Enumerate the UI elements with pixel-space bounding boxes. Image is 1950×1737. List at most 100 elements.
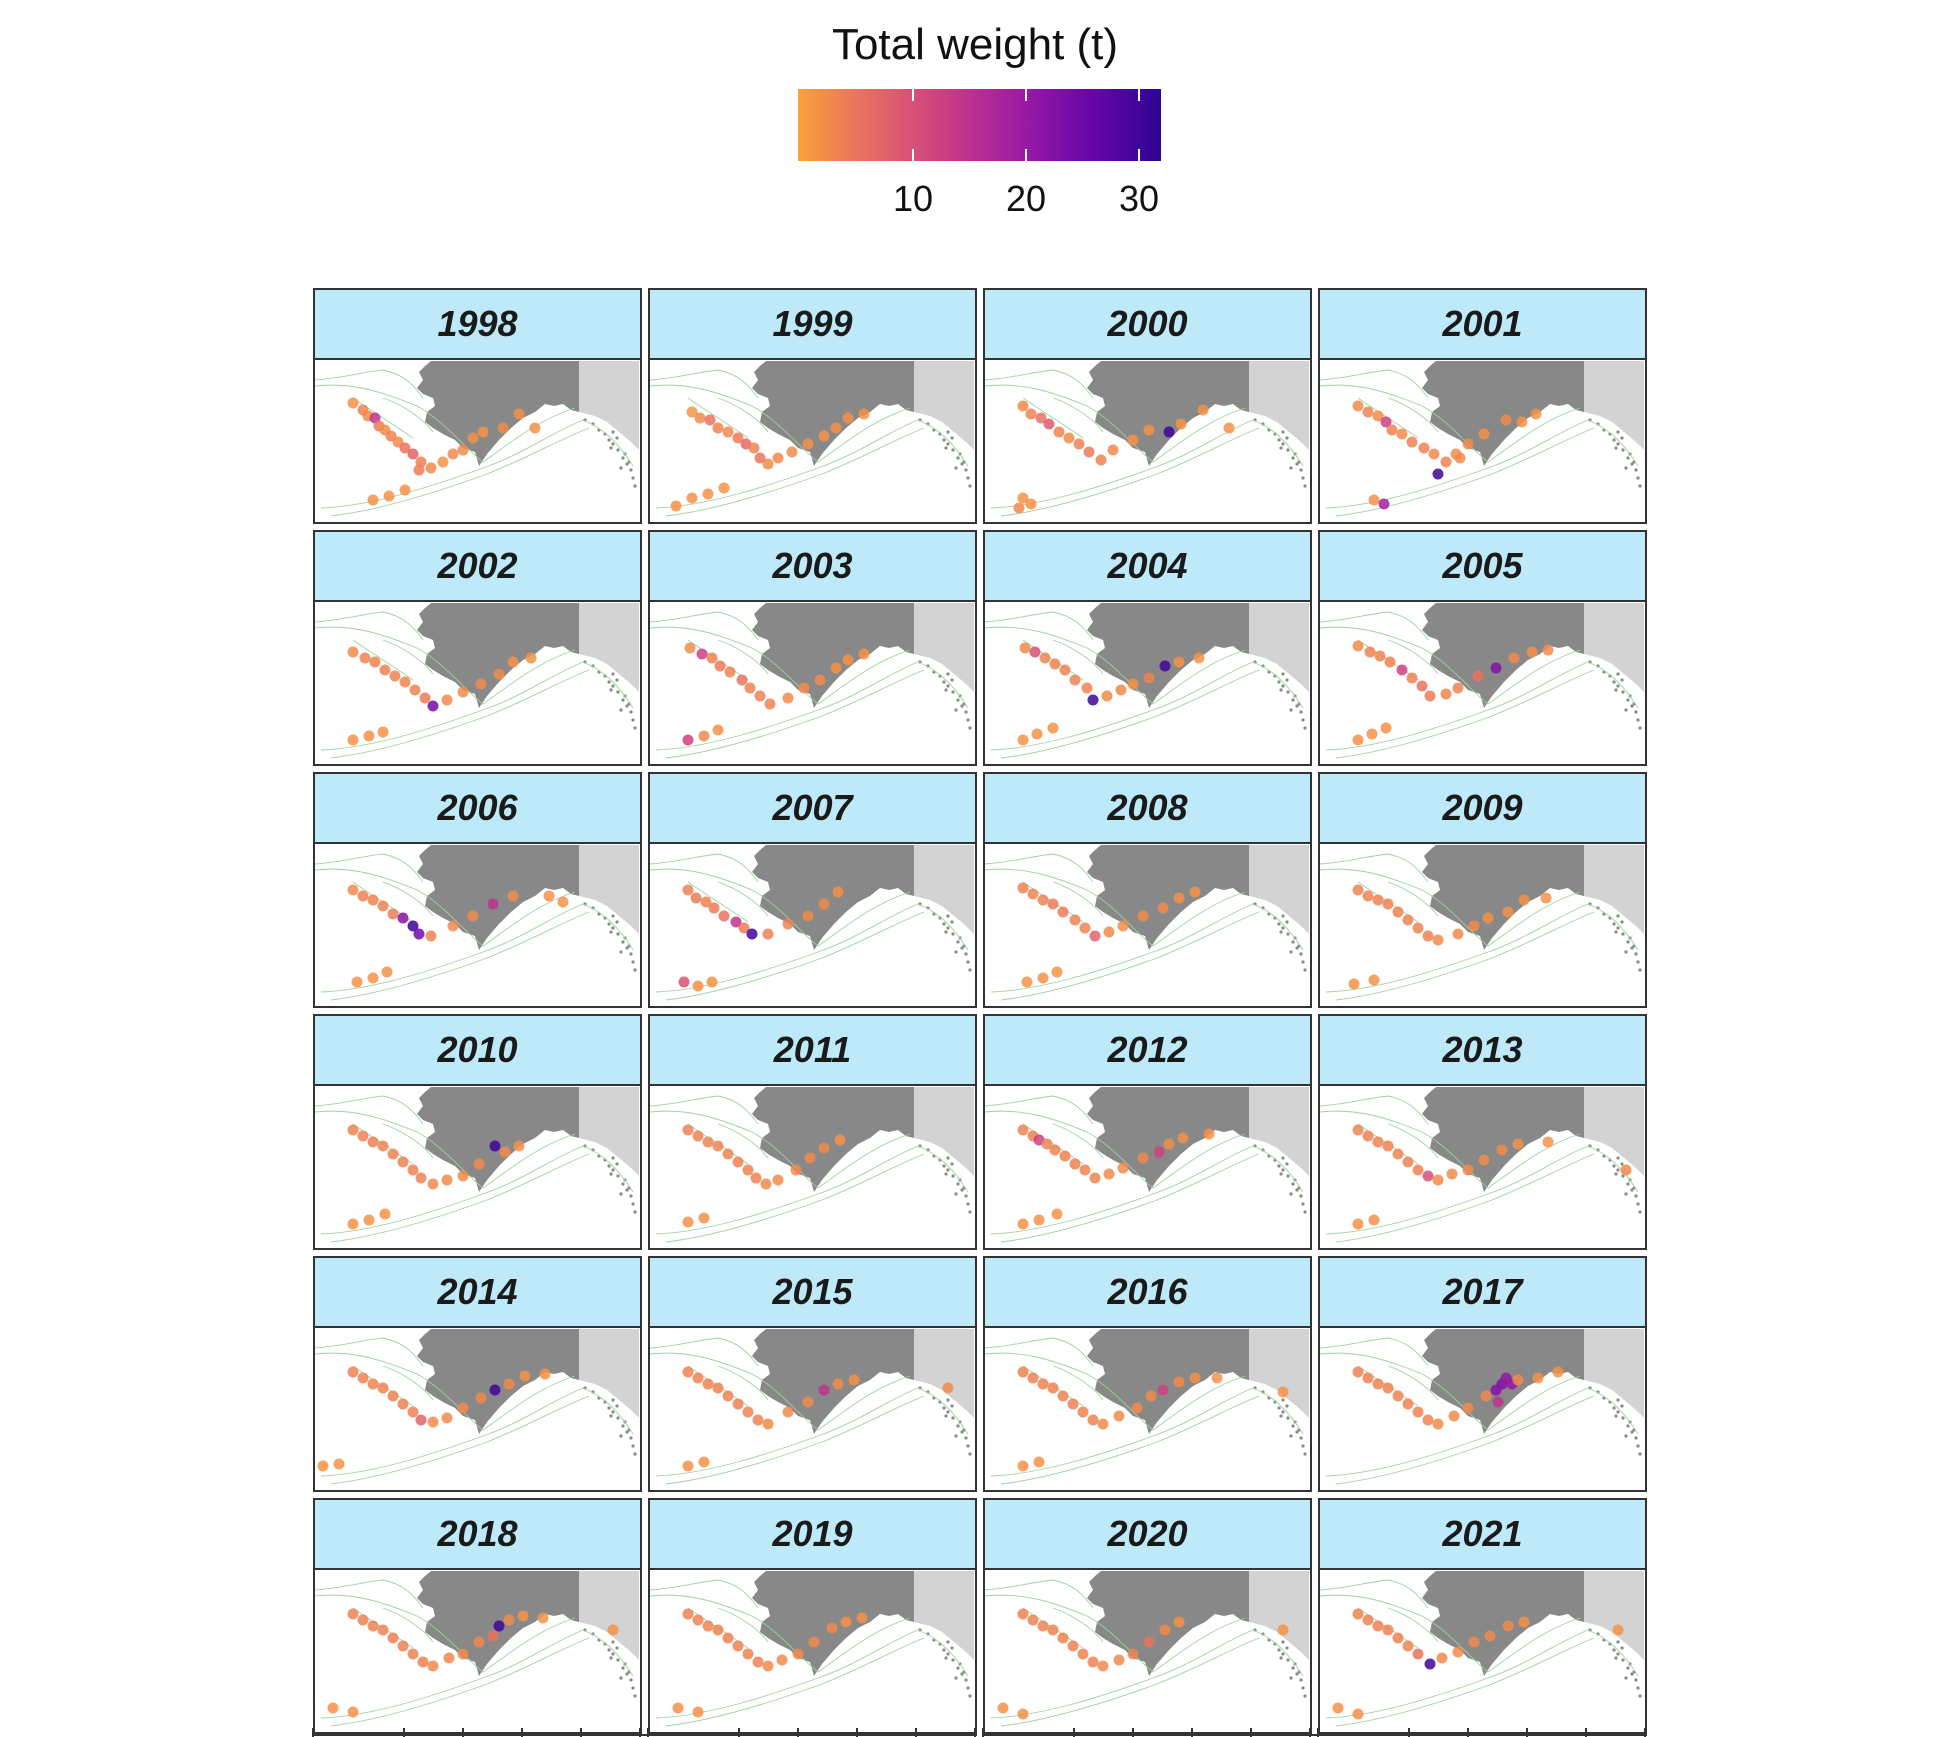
catch-point [475, 678, 487, 690]
island-mark [611, 926, 615, 930]
canada-landmass [579, 361, 639, 450]
catch-point [347, 1366, 359, 1378]
facet-panel-1998: 1998 [313, 288, 642, 524]
island-mark [1624, 1192, 1628, 1196]
catch-point [1203, 1128, 1215, 1140]
map-svg [985, 1329, 1309, 1485]
catch-point [1378, 498, 1390, 510]
island-mark [946, 1168, 950, 1172]
catch-point [539, 1368, 551, 1380]
catch-point [1089, 930, 1101, 942]
catch-point [487, 1630, 499, 1642]
island-mark [968, 726, 972, 730]
depth-contour [1052, 1607, 1104, 1643]
island-mark [1286, 448, 1290, 452]
catch-point [1113, 1410, 1125, 1422]
island-mark [1634, 468, 1638, 472]
catch-point [1446, 1168, 1458, 1180]
island-mark [954, 1676, 958, 1680]
catch-point [732, 432, 744, 444]
island-mark [1616, 926, 1620, 930]
catch-point [738, 922, 750, 934]
depth-contour [1320, 384, 1581, 463]
canada-landmass [914, 1087, 974, 1176]
catch-point [1352, 640, 1364, 652]
depth-contour [650, 868, 911, 947]
island-mark [1630, 704, 1634, 708]
map-svg [650, 1329, 974, 1485]
catch-point [347, 884, 359, 896]
island-mark [609, 1656, 613, 1660]
alaska-landmass [1087, 1329, 1249, 1434]
map-svg [650, 845, 974, 1001]
catch-point [1173, 1616, 1185, 1628]
island-mark [607, 922, 611, 926]
catch-point [441, 694, 453, 706]
facet-map [983, 358, 1312, 524]
catch-point [1081, 682, 1093, 694]
facet-year-label: 2007 [772, 787, 853, 828]
depth-contour [315, 1110, 576, 1189]
facet-map [983, 842, 1312, 1008]
island-mark [1612, 680, 1616, 684]
island-mark [946, 1398, 950, 1402]
depth-contour [985, 384, 1246, 463]
catch-point [832, 886, 844, 898]
catch-point [1017, 1460, 1029, 1472]
depth-contour [985, 369, 1094, 399]
catch-point [1069, 914, 1081, 926]
catch-point [1027, 1372, 1039, 1384]
catch-point [387, 1390, 399, 1402]
facet-panel-2008: 2008 [983, 772, 1312, 1008]
depth-contour [985, 1579, 1094, 1609]
depth-contour [655, 419, 969, 509]
catch-point [357, 1130, 369, 1142]
catch-point [1440, 688, 1452, 700]
facet-panel-2002: 2002 [313, 530, 642, 766]
catch-point [413, 464, 425, 476]
island-mark [1289, 1434, 1293, 1438]
depth-contour [315, 1594, 576, 1673]
island-mark [1630, 1672, 1634, 1676]
canada-landmass [1584, 361, 1644, 450]
catch-point [399, 442, 411, 454]
island-mark [1279, 446, 1283, 450]
facet-panel-2020: 2020 [983, 1498, 1312, 1734]
facet-panel-2018: 2018 [313, 1498, 642, 1734]
catch-point [1087, 1414, 1099, 1426]
catch-point [377, 726, 389, 738]
catch-point [407, 448, 419, 460]
catch-point [1448, 1410, 1460, 1422]
island-mark [633, 1694, 637, 1698]
catch-point [732, 1640, 744, 1652]
catch-point [1193, 652, 1205, 664]
depth-contour [1387, 1365, 1439, 1401]
catch-point [718, 910, 730, 922]
catch-point [1189, 1372, 1201, 1384]
depth-contour [1387, 1607, 1439, 1643]
island-mark [609, 930, 613, 934]
island-mark [621, 1182, 625, 1186]
catch-point [682, 1366, 694, 1378]
island-mark [1303, 484, 1307, 488]
catch-point [1153, 1146, 1165, 1158]
catch-point [1037, 1378, 1049, 1390]
catch-point [377, 1624, 389, 1636]
catch-point [802, 910, 814, 922]
facet-map [1318, 842, 1647, 1008]
catch-point [762, 458, 774, 470]
facet-year-label: 2009 [1442, 787, 1523, 828]
island-mark [942, 922, 946, 926]
island-mark [1616, 1640, 1620, 1644]
island-mark [1612, 1164, 1616, 1168]
island-mark [1624, 466, 1628, 470]
catch-point [1462, 438, 1474, 450]
island-mark [946, 914, 950, 918]
facet-panel-2001: 2001 [1318, 288, 1647, 524]
canada-landmass [914, 361, 974, 450]
catch-point [347, 1608, 359, 1620]
facet-panel-2010: 2010 [313, 1014, 642, 1250]
island-mark [1616, 684, 1620, 688]
facet-panel-2004: 2004 [983, 530, 1312, 766]
catch-point [818, 898, 830, 910]
